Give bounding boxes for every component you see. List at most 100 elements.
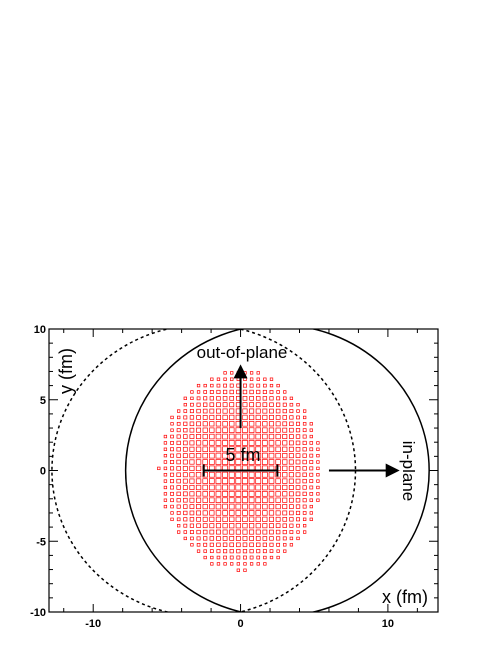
- overlap-cell: [202, 478, 208, 484]
- overlap-cell: [170, 498, 174, 503]
- overlap-cell: [276, 402, 281, 407]
- overlap-cell: [242, 523, 248, 529]
- overlap-cell: [249, 396, 254, 401]
- overlap-cell: [303, 409, 307, 413]
- overlap-cell: [196, 402, 201, 407]
- overlap-cell: [289, 396, 294, 400]
- overlap-cell: [189, 530, 194, 535]
- overlap-cell: [202, 408, 208, 414]
- overlap-cell: [209, 459, 215, 465]
- overlap-cell: [235, 523, 241, 529]
- overlap-cell: [255, 484, 262, 491]
- overlap-cell: [262, 549, 267, 554]
- overlap-cell: [182, 453, 188, 459]
- overlap-cell: [248, 516, 255, 522]
- overlap-cell: [275, 446, 281, 452]
- overlap-cell: [275, 510, 281, 516]
- overlap-cell: [235, 497, 242, 504]
- overlap-cell: [183, 428, 188, 433]
- y-tick-label: 5: [40, 395, 46, 407]
- overlap-cell: [242, 503, 248, 510]
- overlap-cell: [249, 542, 254, 548]
- overlap-cell: [163, 447, 168, 451]
- overlap-cell: [275, 433, 281, 440]
- overlap-cell: [282, 415, 287, 420]
- overlap-cell: [249, 402, 255, 408]
- overlap-cell: [289, 427, 294, 433]
- overlap-cell: [163, 479, 168, 483]
- solid-nucleus: [124, 329, 430, 612]
- overlap-cell: [228, 446, 235, 453]
- overlap-cell: [190, 402, 194, 407]
- overlap-cell: [235, 452, 242, 459]
- overlap-cell: [209, 427, 215, 433]
- overlap-cell: [195, 453, 202, 459]
- overlap-cell: [283, 543, 287, 547]
- overlap-cell: [276, 555, 280, 560]
- overlap-cell: [242, 536, 248, 541]
- overlap-cell: [216, 389, 221, 395]
- overlap-cell: [222, 396, 228, 401]
- overlap-cell: [282, 523, 287, 528]
- overlap-cell: [170, 434, 174, 439]
- overlap-cell: [183, 536, 187, 541]
- overlap-cell: [182, 440, 188, 446]
- overlap-cell: [229, 414, 235, 421]
- overlap-cell: [229, 555, 234, 560]
- overlap-cell: [289, 536, 294, 541]
- overlap-cell: [202, 459, 208, 465]
- overlap-cell: [230, 377, 234, 381]
- y-tick-label: 0: [40, 466, 46, 478]
- overlap-cell: [276, 396, 281, 401]
- overlap-cell: [255, 471, 262, 478]
- overlap-cell: [248, 503, 255, 510]
- overlap-cell: [249, 383, 254, 388]
- overlap-cell: [228, 427, 235, 433]
- overlap-cell: [215, 446, 222, 453]
- overlap-cell: [316, 485, 320, 490]
- overlap-cell: [295, 440, 301, 446]
- overlap-cell: [235, 490, 242, 497]
- overlap-cell: [262, 542, 267, 547]
- overlap-cell: [222, 471, 228, 478]
- overlap-cell: [309, 479, 314, 484]
- overlap-cell: [268, 440, 275, 446]
- overlap-cell: [295, 510, 301, 516]
- overlap-cell: [249, 377, 254, 381]
- overlap-cell: [255, 497, 262, 504]
- overlap-cell: [249, 408, 255, 414]
- overlap-cell: [296, 530, 300, 534]
- overlap-cell: [268, 484, 275, 491]
- overlap-cell: [295, 459, 301, 465]
- overlap-cell: [176, 415, 181, 420]
- overlap-cell: [302, 447, 307, 452]
- overlap-cell: [255, 427, 261, 433]
- overlap-cell: [316, 447, 320, 451]
- overlap-cell: [228, 503, 235, 510]
- overlap-cell: [202, 433, 208, 440]
- overlap-cell: [209, 484, 215, 491]
- overlap-cell: [216, 402, 221, 408]
- overlap-cell: [209, 529, 215, 535]
- overlap-cell: [195, 478, 202, 484]
- overlap-cell: [229, 389, 234, 395]
- overlap-cell: [189, 440, 195, 446]
- overlap-cell: [196, 434, 202, 440]
- overlap-cell: [177, 409, 181, 413]
- overlap-cell: [295, 472, 301, 478]
- overlap-cell: [202, 446, 208, 452]
- overlap-cell: [170, 479, 175, 484]
- overlap-cell: [202, 421, 208, 427]
- overlap-cell: [203, 536, 208, 541]
- overlap-cell: [209, 452, 215, 459]
- overlap-cell: [296, 409, 300, 413]
- overlap-cell: [309, 517, 313, 521]
- overlap-cell: [295, 478, 301, 484]
- overlap-cell: [222, 452, 228, 459]
- overlap-cell: [242, 490, 248, 497]
- overlap-cell: [268, 427, 275, 433]
- overlap-cell: [183, 523, 188, 528]
- overlap-cell: [202, 491, 208, 497]
- overlap-cell: [255, 536, 261, 541]
- overlap-cell: [256, 555, 261, 560]
